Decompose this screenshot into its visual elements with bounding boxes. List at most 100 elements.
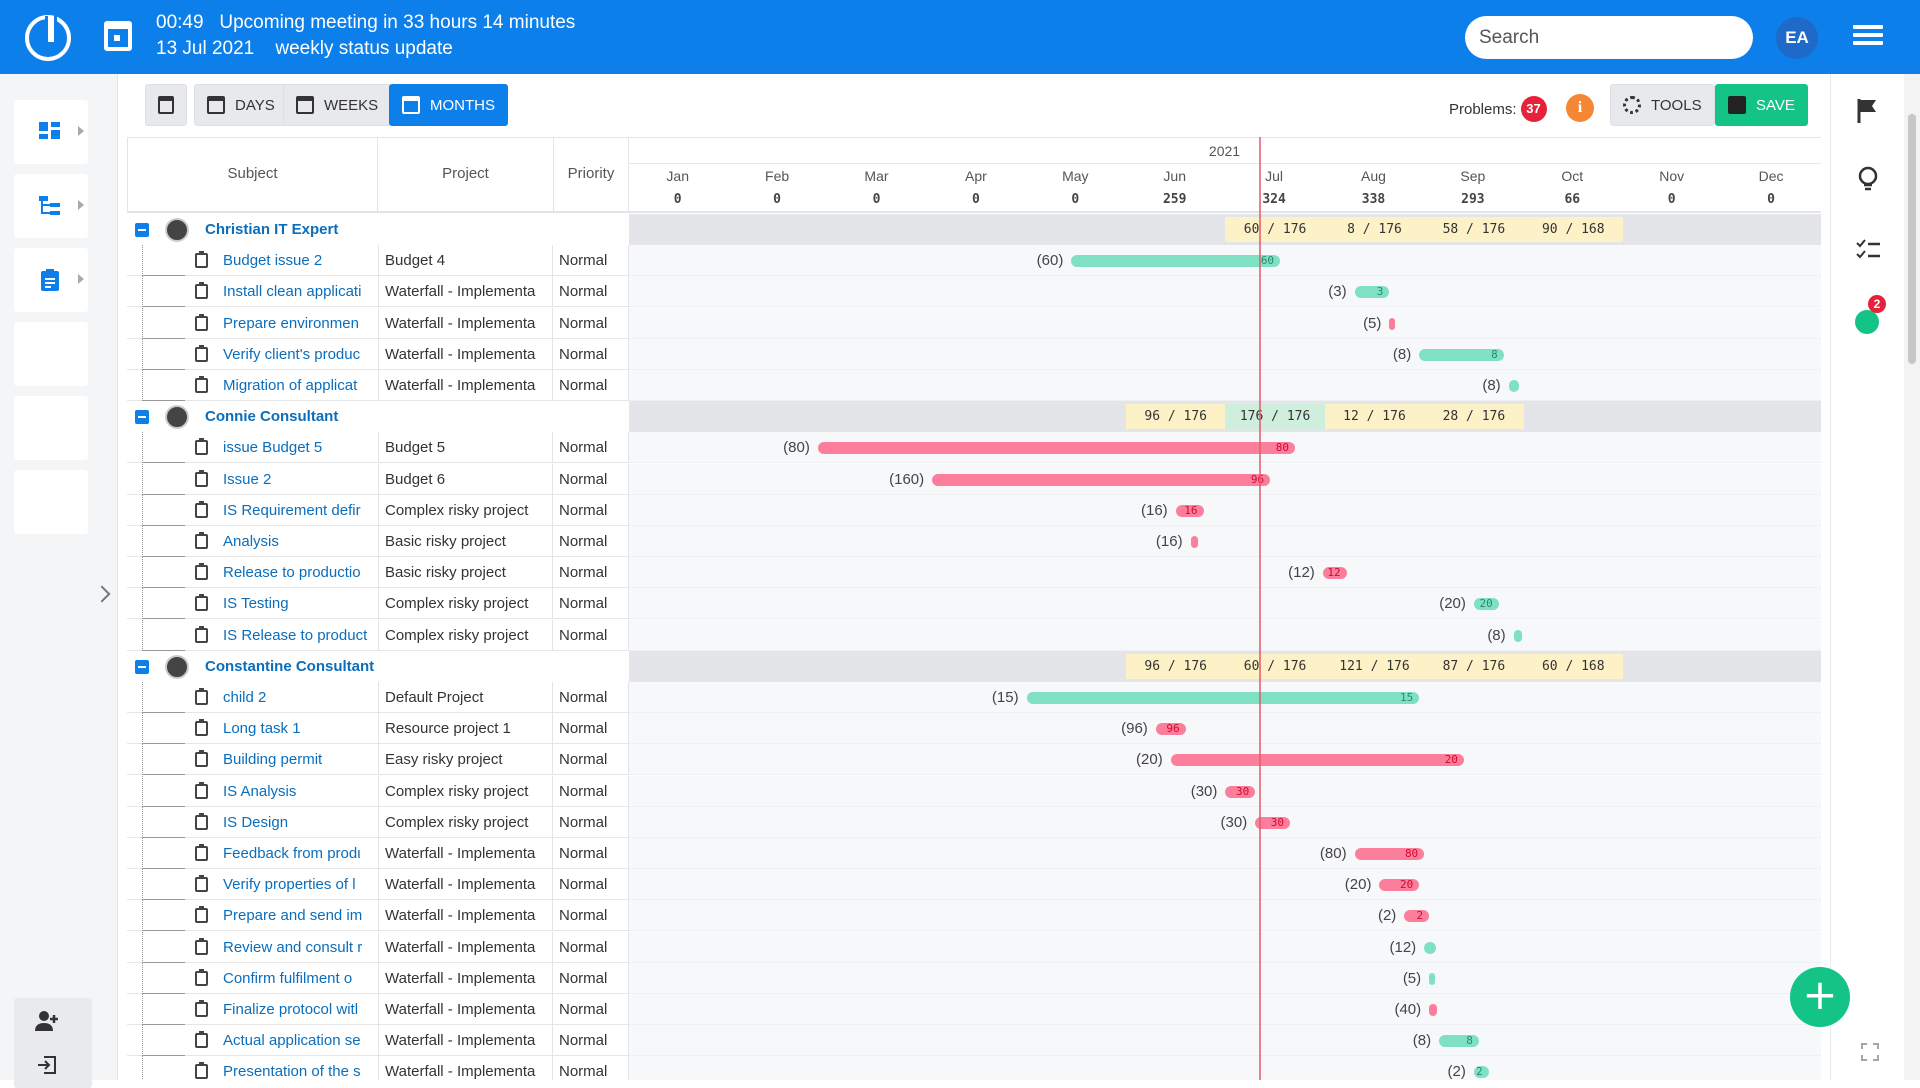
- meeting-detail-line[interactable]: 13 Jul 2021 weekly status update: [156, 38, 453, 60]
- task-project[interactable]: Waterfall - Implementa: [378, 900, 554, 932]
- task-row[interactable]: Building permit Easy risky project Normal 2…: [127, 744, 1821, 776]
- hamburger-menu-icon[interactable]: [1853, 25, 1883, 49]
- task-row[interactable]: child 2 Default Project Normal 15 (15): [127, 682, 1821, 713]
- allocation-summary[interactable]: 28 / 176: [1424, 404, 1524, 430]
- task-subject[interactable]: Verify client's produc: [223, 345, 361, 363]
- task-bar[interactable]: 3: [1354, 286, 1390, 299]
- task-project[interactable]: Complex risky project: [378, 806, 554, 838]
- days-button[interactable]: DAYS: [194, 84, 288, 126]
- meeting-line[interactable]: 00:49 Upcoming meeting in 33 hours 14 mi…: [156, 12, 575, 34]
- task-subject[interactable]: IS Design: [223, 813, 289, 831]
- task-project[interactable]: Budget 5: [378, 432, 554, 464]
- task-row[interactable]: Feedback from prodι Waterfall - Implement…: [127, 838, 1821, 869]
- save-button[interactable]: SAVE: [1715, 84, 1808, 126]
- task-subject[interactable]: Release to productio: [223, 564, 361, 582]
- task-row[interactable]: Analysis Basic risky project Normal (16): [127, 526, 1821, 557]
- task-row[interactable]: Prepare environmen Waterfall - Implementa…: [127, 307, 1821, 339]
- task-project[interactable]: Complex risky project: [378, 494, 554, 526]
- task-subject[interactable]: child 2: [223, 689, 267, 706]
- column-header-project[interactable]: Project: [378, 138, 554, 212]
- task-bar[interactable]: 20: [1473, 598, 1499, 611]
- task-subject[interactable]: IS Testing: [223, 595, 289, 613]
- task-row[interactable]: Prepare and send im Waterfall - Implement…: [127, 900, 1821, 932]
- column-header-priority[interactable]: Priority: [554, 138, 629, 212]
- today-button[interactable]: [145, 84, 187, 126]
- allocation-summary[interactable]: 60 / 176: [1225, 217, 1325, 242]
- task-subject[interactable]: Verify properties of l: [223, 876, 356, 894]
- task-subject[interactable]: Review and consult r: [223, 938, 363, 956]
- task-project[interactable]: Basic risky project: [378, 526, 554, 557]
- search-input[interactable]: [1465, 16, 1753, 59]
- fullscreen-icon[interactable]: [1861, 1043, 1879, 1061]
- task-bar[interactable]: [1508, 380, 1519, 392]
- task-row[interactable]: Verify properties of l Waterfall - Implem…: [127, 869, 1821, 901]
- task-bar[interactable]: [1389, 317, 1396, 330]
- task-subject[interactable]: Feedback from prodι: [223, 845, 361, 862]
- task-project[interactable]: Budget 6: [378, 463, 554, 495]
- task-project[interactable]: Default Project: [378, 682, 554, 713]
- task-row[interactable]: Install clean applicati Waterfall - Imple…: [127, 276, 1821, 308]
- logout-icon[interactable]: [36, 1054, 58, 1076]
- task-row[interactable]: Confirm fulfilment o Waterfall - Implemen…: [127, 962, 1821, 994]
- app-logo-icon[interactable]: [25, 15, 71, 61]
- task-bar[interactable]: 16: [1175, 504, 1204, 517]
- task-project[interactable]: Waterfall - Implementa: [378, 307, 554, 339]
- task-subject[interactable]: Analysis: [223, 533, 279, 550]
- empty-tile-3[interactable]: [14, 470, 88, 534]
- task-project[interactable]: Waterfall - Implementa: [378, 869, 554, 901]
- task-row[interactable]: Actual application se Waterfall - Impleme…: [127, 1025, 1821, 1057]
- column-header-subject[interactable]: Subject: [128, 138, 378, 212]
- calendar-icon[interactable]: [104, 21, 132, 51]
- allocation-summary[interactable]: 8 / 176: [1324, 217, 1425, 242]
- group-name[interactable]: Connie Consultant: [205, 408, 339, 426]
- task-bar[interactable]: 80: [1354, 848, 1425, 860]
- allocation-summary[interactable]: 176 / 176: [1225, 404, 1325, 430]
- task-bar[interactable]: 20: [1170, 754, 1464, 767]
- task-subject[interactable]: Finalize protocol witl: [223, 1001, 359, 1018]
- add-user-icon[interactable]: [34, 1010, 60, 1032]
- allocation-summary[interactable]: 121 / 176: [1324, 653, 1425, 679]
- scrollbar-thumb[interactable]: [1908, 114, 1916, 364]
- task-project[interactable]: Waterfall - Implementa: [378, 994, 554, 1025]
- task-bar[interactable]: 8: [1419, 348, 1504, 361]
- weeks-button[interactable]: WEEKS: [283, 84, 392, 126]
- task-row[interactable]: Review and consult r Waterfall - Implemen…: [127, 931, 1821, 963]
- group-name[interactable]: Christian IT Expert: [205, 221, 339, 238]
- add-fab-button[interactable]: +: [1790, 967, 1850, 1027]
- task-subject[interactable]: Long task 1: [223, 720, 301, 738]
- task-subject[interactable]: Prepare and send im: [223, 907, 363, 925]
- checklist-icon[interactable]: [1855, 237, 1881, 263]
- task-row[interactable]: Presentation of the s Waterfall - Impleme…: [127, 1056, 1821, 1080]
- task-subject[interactable]: IS Analysis: [223, 782, 297, 800]
- task-project[interactable]: Waterfall - Implementa: [378, 1056, 554, 1080]
- task-project[interactable]: Complex risky project: [378, 588, 554, 620]
- task-project[interactable]: Basic risky project: [378, 557, 554, 589]
- task-subject[interactable]: Install clean applicati: [223, 283, 362, 301]
- task-row[interactable]: Issue 2 Budget 6 Normal 96 (160): [127, 463, 1821, 495]
- task-project[interactable]: Complex risky project: [378, 619, 554, 651]
- collapse-icon[interactable]: [135, 659, 149, 674]
- info-icon[interactable]: i: [1566, 94, 1594, 122]
- task-subject[interactable]: Prepare environmen: [223, 314, 359, 332]
- task-row[interactable]: IS Testing Complex risky project Normal 20 (…: [127, 588, 1821, 620]
- task-subject[interactable]: Presentation of the s: [223, 1063, 361, 1080]
- allocation-summary[interactable]: 90 / 168: [1523, 217, 1623, 242]
- task-bar[interactable]: 20: [1379, 879, 1420, 892]
- problems-indicator[interactable]: Problems: 37: [1449, 96, 1547, 122]
- task-bar[interactable]: [1190, 536, 1198, 548]
- collapse-icon[interactable]: [135, 223, 149, 237]
- task-row[interactable]: Budget issue 2 Budget 4 Normal 60 (60): [127, 245, 1821, 277]
- task-bar[interactable]: 15: [1026, 692, 1420, 704]
- tools-button[interactable]: TOOLS: [1610, 84, 1715, 126]
- task-project[interactable]: Easy risky project: [378, 744, 554, 776]
- task-subject[interactable]: Issue 2: [223, 470, 272, 488]
- task-project[interactable]: Waterfall - Implementa: [378, 370, 554, 401]
- user-avatar[interactable]: EA: [1776, 17, 1818, 59]
- task-project[interactable]: Waterfall - Implementa: [378, 838, 554, 869]
- task-row[interactable]: issue Budget 5 Budget 5 Normal 80 (80): [127, 432, 1821, 464]
- task-project[interactable]: Waterfall - Implementa: [378, 962, 554, 994]
- empty-tile-1[interactable]: [14, 322, 88, 386]
- tasks-tile[interactable]: [14, 248, 88, 312]
- task-row[interactable]: Long task 1 Resource project 1 Normal 96 (96…: [127, 713, 1821, 745]
- task-row[interactable]: IS Release to product Complex risky proje…: [127, 619, 1821, 651]
